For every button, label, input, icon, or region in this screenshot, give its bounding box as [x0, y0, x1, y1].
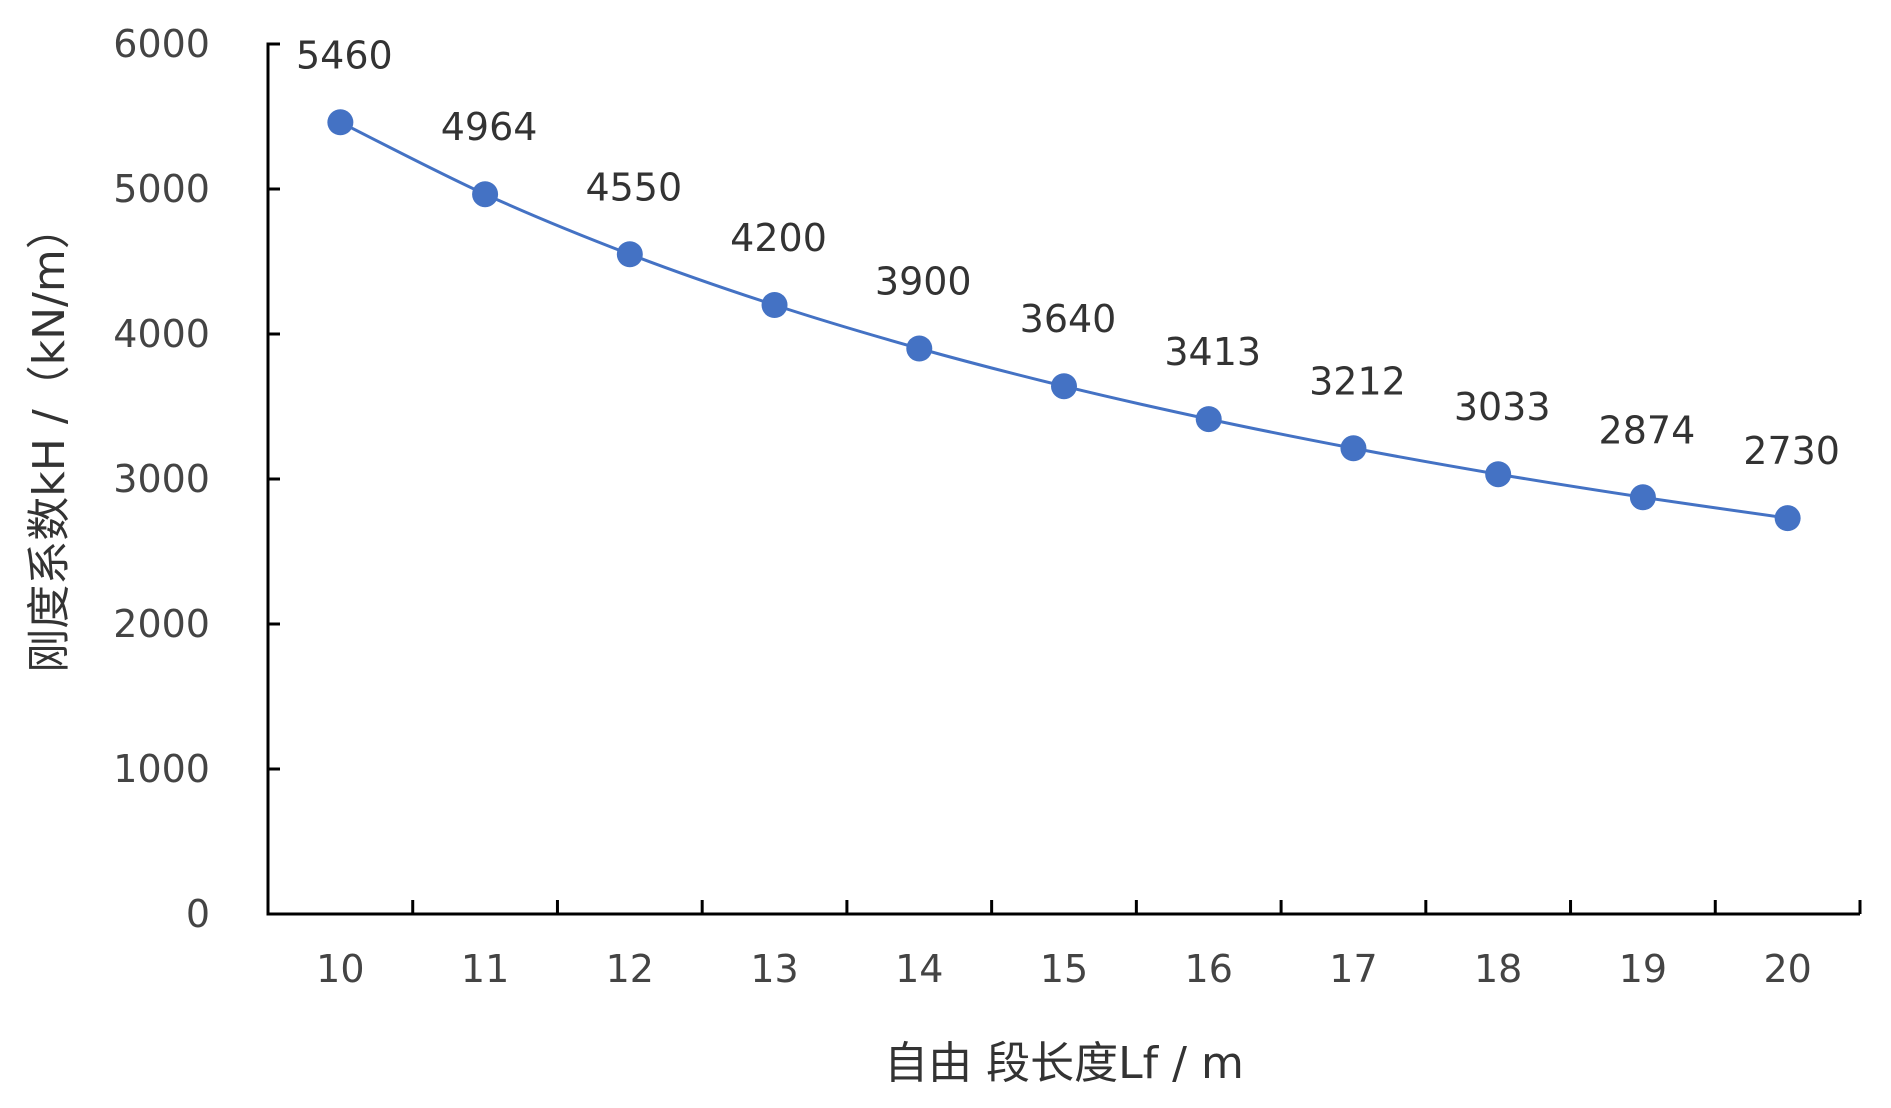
data-point [761, 292, 788, 318]
x-tick-label: 13 [750, 947, 798, 991]
data-label: 4200 [730, 216, 827, 260]
data-point [906, 335, 933, 362]
data-point [1629, 484, 1656, 511]
data-labels: 5460 4964 4550 4200 3900 3640 3413 3212 3033 2874… [296, 33, 1840, 473]
x-tick-label: 16 [1185, 947, 1233, 991]
data-label: 3640 [1020, 297, 1117, 341]
y-tick-label: 6000 [113, 22, 210, 66]
data-point [1195, 406, 1222, 433]
data-point [616, 241, 643, 268]
x-tick-label: 12 [606, 947, 654, 991]
data-label: 3033 [1454, 385, 1551, 429]
data-point [1485, 461, 1512, 488]
data-point [1340, 435, 1367, 462]
data-label: 2730 [1743, 429, 1840, 473]
data-points [327, 109, 1801, 532]
x-tick-label: 10 [316, 947, 364, 991]
data-label: 3900 [875, 260, 972, 304]
y-tick-label: 0 [186, 892, 210, 936]
data-label: 2874 [1599, 408, 1696, 452]
data-point [1774, 505, 1801, 532]
data-label: 4550 [585, 165, 682, 209]
y-tick-label: 3000 [113, 457, 210, 501]
x-tick-label: 18 [1474, 947, 1522, 991]
data-label: 3413 [1164, 330, 1261, 374]
x-tick-label: 14 [895, 947, 943, 991]
y-axis-title: 刚度系数kH /（kN/m） [24, 205, 75, 672]
y-tick-label: 5000 [113, 167, 210, 211]
x-tick-label: 20 [1763, 947, 1811, 991]
y-axis-ticks: 0 1000 2000 3000 4000 5000 6000 [113, 22, 280, 936]
x-tick-label: 19 [1619, 947, 1667, 991]
data-label: 5460 [296, 33, 393, 77]
y-tick-label: 2000 [113, 602, 210, 646]
x-axis-ticks: 10 11 12 13 14 15 16 17 18 19 20 [266, 900, 1862, 991]
x-tick-label: 17 [1329, 947, 1377, 991]
data-point [472, 181, 499, 208]
x-tick-label: 15 [1040, 947, 1088, 991]
data-point [1051, 373, 1077, 400]
y-tick-label: 4000 [113, 312, 210, 356]
data-label: 3212 [1309, 359, 1406, 403]
x-axis-title: 自由 段长度Lf / m [884, 1038, 1244, 1089]
data-label: 4964 [441, 105, 538, 149]
x-tick-label: 11 [461, 947, 509, 991]
axes-frame [266, 42, 1860, 916]
data-point [327, 109, 354, 136]
y-tick-label: 1000 [113, 747, 210, 791]
